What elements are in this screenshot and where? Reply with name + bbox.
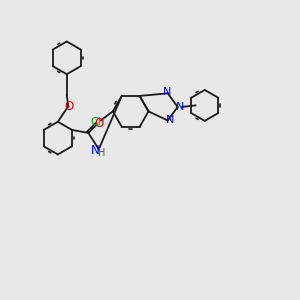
Text: H: H — [98, 148, 105, 158]
Text: N: N — [91, 144, 100, 157]
Text: N: N — [176, 102, 184, 112]
Text: N: N — [166, 116, 174, 125]
Text: N: N — [163, 87, 171, 97]
Text: O: O — [64, 100, 74, 113]
Text: Cl: Cl — [90, 117, 101, 127]
Text: O: O — [94, 118, 104, 130]
